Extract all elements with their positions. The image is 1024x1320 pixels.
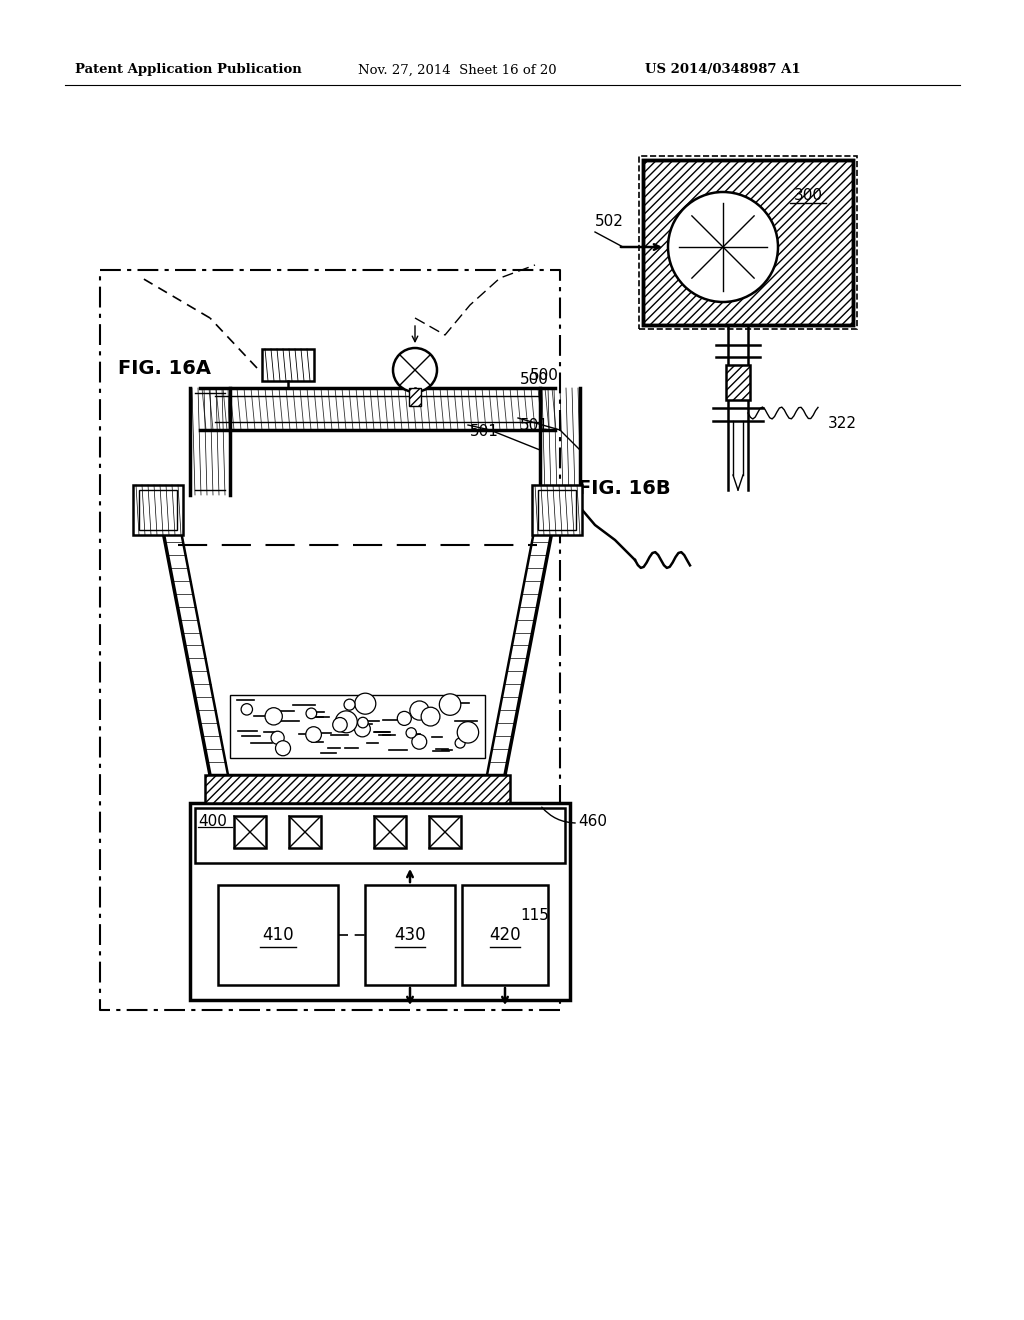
Bar xyxy=(429,816,461,847)
Text: 410: 410 xyxy=(262,927,294,944)
Bar xyxy=(218,884,338,985)
Bar xyxy=(532,484,582,535)
Text: 502: 502 xyxy=(595,214,624,230)
Bar xyxy=(205,775,510,803)
Text: 322: 322 xyxy=(828,416,857,430)
Circle shape xyxy=(410,701,429,721)
Text: Patent Application Publication: Patent Application Publication xyxy=(75,63,302,77)
Bar xyxy=(195,808,565,863)
Circle shape xyxy=(275,741,291,756)
Circle shape xyxy=(421,708,440,726)
Circle shape xyxy=(265,708,283,725)
Circle shape xyxy=(354,693,376,714)
Circle shape xyxy=(439,694,461,715)
Text: 501: 501 xyxy=(470,425,499,440)
Text: US 2014/0348987 A1: US 2014/0348987 A1 xyxy=(645,63,801,77)
Text: 430: 430 xyxy=(394,927,426,944)
Circle shape xyxy=(407,727,417,738)
Circle shape xyxy=(241,704,253,715)
Bar xyxy=(139,490,177,531)
Text: FIG. 16B: FIG. 16B xyxy=(578,479,671,498)
Text: 500: 500 xyxy=(530,367,559,383)
Bar xyxy=(643,160,853,325)
Bar xyxy=(409,388,421,407)
Text: 300: 300 xyxy=(794,187,822,202)
Circle shape xyxy=(354,721,371,737)
Bar xyxy=(538,490,575,531)
Text: 500: 500 xyxy=(520,372,549,388)
Bar xyxy=(230,696,485,758)
Bar xyxy=(289,816,321,847)
Text: 460: 460 xyxy=(578,813,607,829)
Circle shape xyxy=(668,191,778,302)
Circle shape xyxy=(306,708,316,718)
Bar xyxy=(639,156,857,329)
Circle shape xyxy=(357,717,369,727)
Text: 115: 115 xyxy=(520,908,549,923)
Text: FIG. 16A: FIG. 16A xyxy=(118,359,211,378)
Bar xyxy=(190,803,570,1001)
Circle shape xyxy=(344,700,355,710)
Bar xyxy=(365,884,455,985)
Circle shape xyxy=(393,348,437,392)
Bar xyxy=(133,484,183,535)
Text: Nov. 27, 2014  Sheet 16 of 20: Nov. 27, 2014 Sheet 16 of 20 xyxy=(358,63,557,77)
Bar xyxy=(374,816,406,847)
Text: 420: 420 xyxy=(489,927,521,944)
Bar xyxy=(234,816,266,847)
Bar xyxy=(726,366,750,400)
Circle shape xyxy=(333,718,347,733)
Circle shape xyxy=(458,722,478,743)
Circle shape xyxy=(455,738,465,748)
Circle shape xyxy=(306,727,322,742)
Circle shape xyxy=(271,731,285,744)
Circle shape xyxy=(335,711,357,733)
Bar xyxy=(462,884,548,985)
Bar xyxy=(643,160,853,325)
Text: 501: 501 xyxy=(520,417,549,433)
Circle shape xyxy=(412,734,427,750)
Bar xyxy=(262,348,314,381)
Circle shape xyxy=(397,711,412,726)
Text: 400: 400 xyxy=(198,813,227,829)
